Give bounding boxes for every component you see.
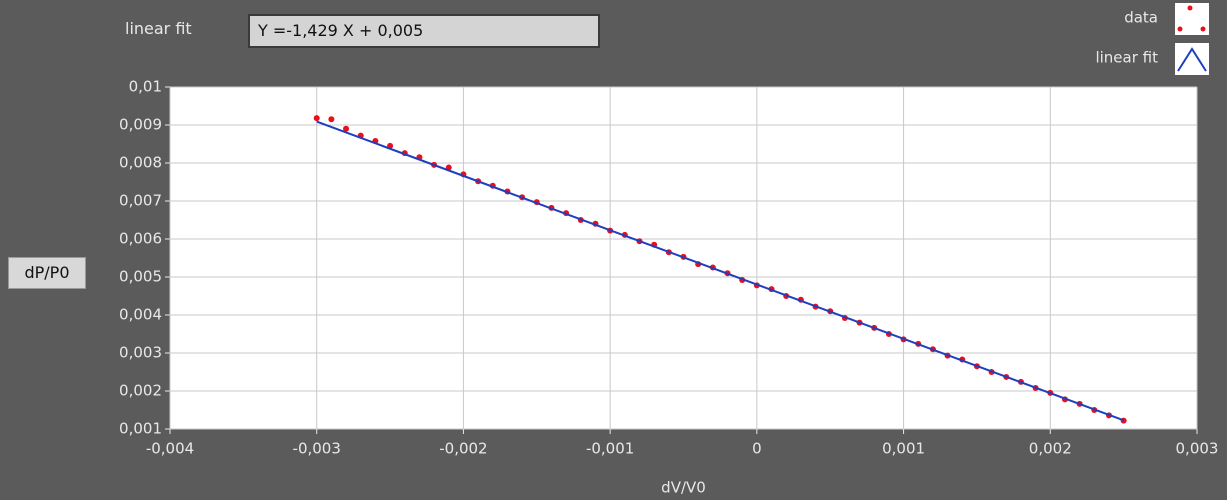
legend-dot bbox=[1187, 5, 1193, 11]
y-tick-label: 0,006 bbox=[119, 230, 162, 248]
x-tick-label: -0,003 bbox=[293, 440, 341, 458]
y-tick-label: 0,002 bbox=[119, 382, 162, 400]
y-tick-label: 0,007 bbox=[119, 192, 162, 210]
fit-equation-box[interactable]: Y =-1,429 X + 0,005 bbox=[248, 14, 600, 48]
legend-dot bbox=[1177, 26, 1183, 32]
x-tick-label: 0,001 bbox=[882, 440, 925, 458]
y-tick-label: 0,003 bbox=[119, 344, 162, 362]
y-tick-label: 0,005 bbox=[119, 268, 162, 286]
data-point bbox=[343, 125, 350, 132]
y-tick-label: 0,01 bbox=[129, 78, 162, 96]
fit-line bbox=[316, 120, 1124, 422]
y-tick-label: 0,009 bbox=[119, 116, 162, 134]
x-tick-label: -0,001 bbox=[586, 440, 634, 458]
x-axis-label: dV/V0 bbox=[661, 479, 706, 497]
x-tick-label: 0 bbox=[752, 440, 762, 458]
y-tick-label: 0,008 bbox=[119, 154, 162, 172]
legend-label: linear fit bbox=[1095, 49, 1158, 67]
y-tick-label: 0,001 bbox=[119, 420, 162, 438]
legend-icon bbox=[1175, 43, 1209, 75]
fit-label: linear fit bbox=[125, 19, 192, 38]
data-point bbox=[328, 116, 335, 123]
x-tick-label: 0,003 bbox=[1176, 440, 1219, 458]
x-tick-label: 0,002 bbox=[1029, 440, 1072, 458]
legend-line bbox=[1177, 47, 1207, 72]
y-tick-label: 0,004 bbox=[119, 306, 162, 324]
y-axis-label-button[interactable]: dP/P0 bbox=[8, 257, 86, 289]
legend-dot bbox=[1200, 26, 1206, 32]
legend-label: data bbox=[1124, 9, 1158, 27]
x-tick-label: -0,004 bbox=[146, 440, 194, 458]
data-point bbox=[313, 115, 320, 122]
x-tick-label: -0,002 bbox=[439, 440, 487, 458]
legend-icon bbox=[1175, 3, 1209, 35]
